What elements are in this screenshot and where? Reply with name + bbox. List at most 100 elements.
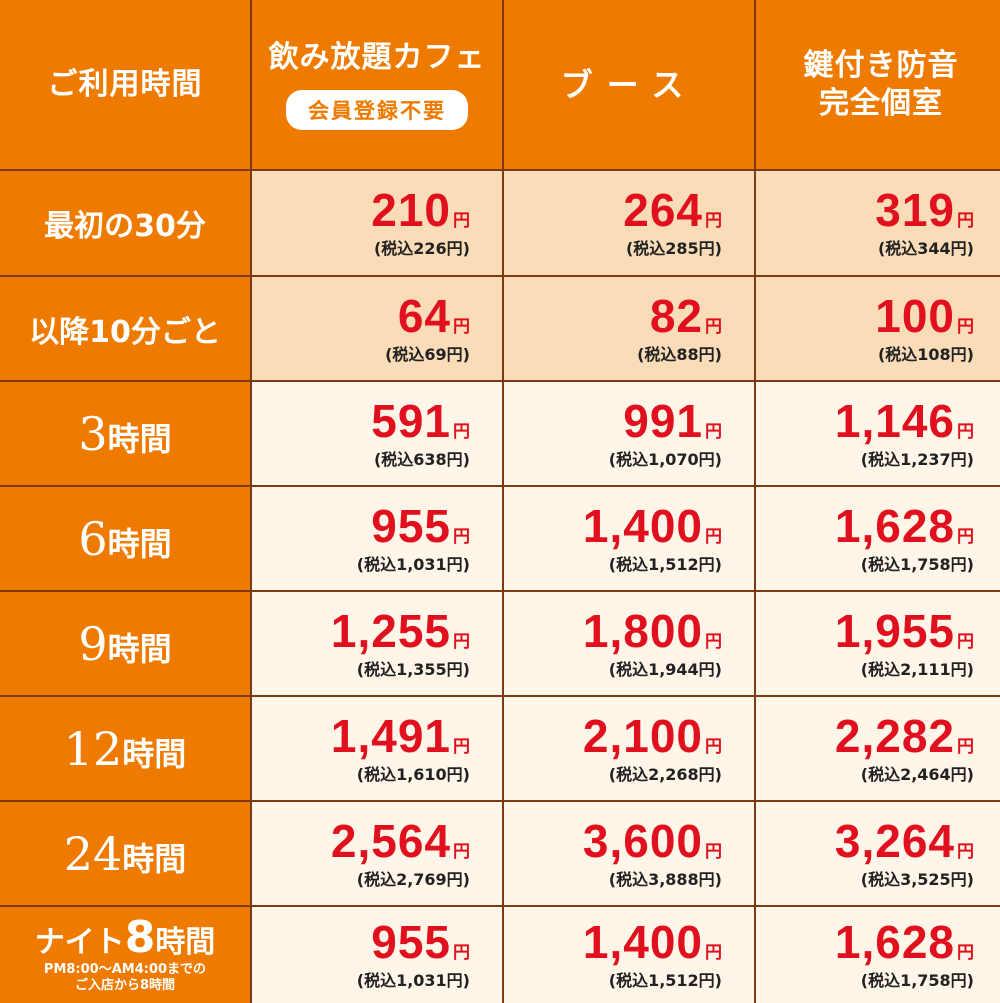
price-tax: (税込638円) <box>373 449 470 469</box>
yen-unit: 円 <box>957 526 974 547</box>
price-cell: 1,255 円 (税込1,355円) <box>252 592 502 695</box>
price-amount: 1,491 <box>330 709 451 762</box>
yen-unit: 円 <box>705 316 722 337</box>
price-amount: 991 <box>623 394 703 447</box>
price-cell: 319 円 (税込344円) <box>756 171 1000 275</box>
drink-cafe-title: 飲み放題カフェ <box>268 39 486 75</box>
yen-unit: 円 <box>957 943 974 963</box>
yen-unit: 円 <box>453 526 470 547</box>
row-label-hours: 9 <box>78 616 108 671</box>
price-amount: 1,400 <box>582 916 703 968</box>
price-tax: (税込285円) <box>625 239 722 258</box>
no-membership-badge: 会員登録不要 <box>286 90 468 131</box>
row-label-every-10min: 以降10分ごと <box>0 277 250 380</box>
row-label-hours: 3 <box>78 406 108 461</box>
price-amount: 955 <box>371 499 451 552</box>
yen-unit: 円 <box>957 421 974 442</box>
private-room-title-line2: 完全個室 <box>819 85 943 121</box>
price-tax: (税込344円) <box>877 239 974 258</box>
price-cell: 2,564 円 (税込2,769円) <box>252 802 502 905</box>
price-amount: 100 <box>875 289 955 342</box>
yen-unit: 円 <box>453 943 470 963</box>
usage-time-header: ご利用時間 <box>47 66 203 102</box>
yen-unit: 円 <box>453 316 470 337</box>
price-tax: (税込88円) <box>637 344 722 364</box>
price-amount: 264 <box>623 184 703 236</box>
header-corner: ご利用時間 <box>0 0 250 169</box>
price-amount: 3,600 <box>582 814 703 867</box>
night-note-line1: PM8:00～AM4:00までの <box>43 962 207 978</box>
price-tax: (税込3,888円) <box>608 869 722 889</box>
price-tax: (税込226円) <box>373 239 470 258</box>
row-label-hours: 12 <box>63 721 123 776</box>
row-label-hours: 24 <box>63 826 123 881</box>
price-cell: 3,264 円 (税込3,525円) <box>756 802 1000 905</box>
price-amount: 82 <box>649 289 703 342</box>
price-amount: 3,264 <box>834 814 955 867</box>
price-cell: 64 円 (税込69円) <box>252 277 502 380</box>
price-tax: (税込1,610円) <box>356 764 470 784</box>
price-cell: 1,800 円 (税込1,944円) <box>504 592 754 695</box>
row-label-12-hours: 12時間 <box>0 697 250 800</box>
row-label-24-hours: 24時間 <box>0 802 250 905</box>
row-label-unit: 時間 <box>122 839 187 878</box>
row-label-6-hours: 6時間 <box>0 487 250 590</box>
price-amount: 210 <box>371 184 451 236</box>
yen-unit: 円 <box>705 841 722 862</box>
price-amount: 319 <box>875 184 955 236</box>
price-cell: 82 円 (税込88円) <box>504 277 754 380</box>
price-amount: 1,400 <box>582 499 703 552</box>
row-label-unit: 時間 <box>155 925 216 961</box>
price-cell: 1,146 円 (税込1,237円) <box>756 382 1000 485</box>
price-tax: (税込1,031円) <box>356 971 470 990</box>
yen-unit: 円 <box>705 421 722 442</box>
price-tax: (税込2,268円) <box>608 764 722 784</box>
price-amount: 1,628 <box>834 499 955 552</box>
price-tax: (税込1,355円) <box>356 659 470 679</box>
price-amount: 591 <box>371 394 451 447</box>
price-cell: 3,600 円 (税込3,888円) <box>504 802 754 905</box>
yen-unit: 円 <box>957 631 974 652</box>
price-cell: 2,282 円 (税込2,464円) <box>756 697 1000 800</box>
price-cell: 991 円 (税込1,070円) <box>504 382 754 485</box>
yen-unit: 円 <box>705 943 722 963</box>
price-cell: 1,400 円 (税込1,512円) <box>504 487 754 590</box>
header-private-room: 鍵付き防音 完全個室 <box>756 0 1000 169</box>
price-amount: 955 <box>371 916 451 968</box>
price-tax: (税込3,525円) <box>860 869 974 889</box>
yen-unit: 円 <box>453 736 470 757</box>
row-label-text: 最初の30分 <box>44 209 206 244</box>
yen-unit: 円 <box>705 736 722 757</box>
price-tax: (税込2,769円) <box>356 869 470 889</box>
header-booth: ブース <box>504 0 754 169</box>
booth-title: ブース <box>560 65 698 104</box>
price-amount: 2,282 <box>834 709 955 762</box>
price-amount: 2,100 <box>582 709 703 762</box>
yen-unit: 円 <box>453 211 470 231</box>
price-cell: 591 円 (税込638円) <box>252 382 502 485</box>
price-amount: 1,255 <box>330 604 451 657</box>
price-tax: (税込69円) <box>385 344 470 364</box>
price-tax: (税込2,464円) <box>860 764 974 784</box>
price-cell: 100 円 (税込108円) <box>756 277 1000 380</box>
price-tax: (税込1,237円) <box>860 449 974 469</box>
price-tax: (税込1,758円) <box>860 554 974 574</box>
price-amount: 1,800 <box>582 604 703 657</box>
price-cell: 1,955 円 (税込2,111円) <box>756 592 1000 695</box>
row-label-3-hours: 3時間 <box>0 382 250 485</box>
row-label-unit: 時間 <box>107 629 172 668</box>
price-cell: 264 円 (税込285円) <box>504 171 754 275</box>
yen-unit: 円 <box>957 316 974 337</box>
price-tax: (税込1,758円) <box>860 971 974 990</box>
row-label-unit: 時間 <box>107 419 172 458</box>
row-label-unit: 時間 <box>122 734 187 773</box>
price-tax: (税込1,070円) <box>608 449 722 469</box>
yen-unit: 円 <box>705 211 722 231</box>
price-cell: 1,628 円 (税込1,758円) <box>756 907 1000 1003</box>
price-cell: 1,400 円 (税込1,512円) <box>504 907 754 1003</box>
price-tax: (税込1,512円) <box>608 971 722 990</box>
row-label-hours: 8 <box>124 912 156 964</box>
price-tax: (税込1,944円) <box>608 659 722 679</box>
yen-unit: 円 <box>957 211 974 231</box>
